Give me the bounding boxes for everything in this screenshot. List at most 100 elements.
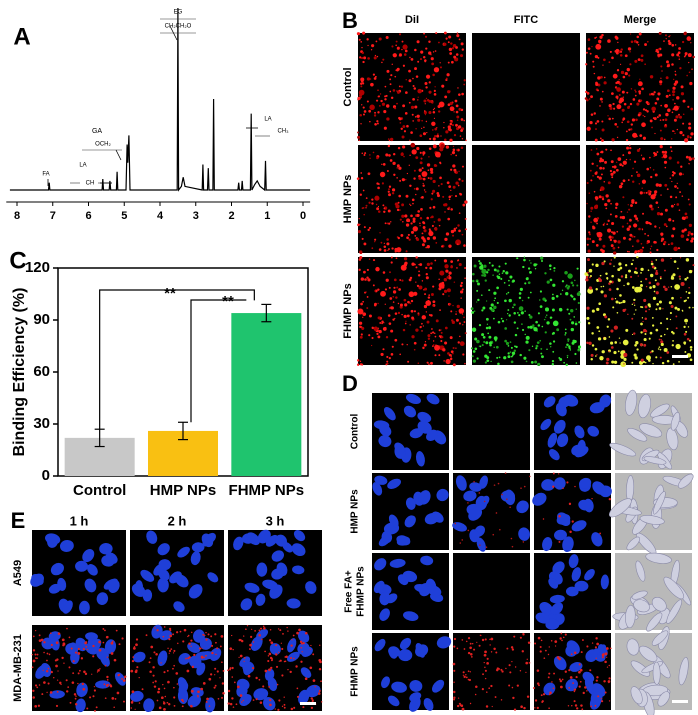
fluorescence-dot: [519, 670, 522, 672]
fluorescence-dot: [525, 671, 527, 673]
fluorescence-dot: [591, 332, 594, 335]
fluorescence-dot: [574, 352, 577, 356]
fluorescence-dot: [609, 169, 613, 173]
fluorescence-dot: [464, 332, 467, 335]
fluorescence-dot: [392, 301, 395, 303]
annotation-arrow: [115, 149, 122, 161]
fluorescence-dot: [439, 309, 441, 312]
cell-outline: [638, 645, 658, 662]
fluorescence-dot: [279, 659, 282, 662]
fluorescence-dot: [389, 90, 392, 93]
fluorescence-dot: [656, 50, 660, 54]
fluorescence-dot: [275, 644, 278, 647]
fluorescence-dot: [481, 309, 484, 312]
fluorescence-dot: [481, 638, 485, 642]
fluorescence-dot: [219, 677, 221, 679]
fluorescence-dot: [413, 169, 416, 172]
fluorescence-dot: [317, 692, 321, 695]
fluorescence-dot: [362, 316, 364, 318]
fluorescence-dot: [581, 708, 584, 711]
fluorescence-dot: [370, 344, 373, 347]
fluorescence-dot: [678, 360, 680, 363]
fluorescence-dot: [686, 238, 689, 242]
fluorescence-dot: [662, 152, 665, 155]
fluorescence-dot: [590, 113, 594, 116]
fluorescence-dot: [104, 697, 107, 700]
fluorescence-dot: [634, 59, 638, 63]
fluorescence-dot: [377, 330, 379, 332]
fluorescence-dot: [361, 46, 363, 49]
fluorescence-dot: [489, 638, 491, 641]
fluorescence-dot: [455, 104, 459, 108]
fluorescence-dot: [607, 181, 611, 185]
fluorescence-dot: [440, 182, 443, 186]
fluorescence-dot: [669, 318, 672, 321]
fluorescence-dot: [377, 205, 380, 208]
fluorescence-dot: [644, 233, 646, 235]
fluorescence-dot: [579, 668, 583, 672]
fluorescence-dot: [374, 122, 377, 126]
fluorescence-dot: [495, 345, 499, 349]
fluorescence-dot: [673, 130, 675, 132]
fluorescence-dot: [216, 670, 219, 673]
fluorescence-dot: [436, 194, 440, 198]
fluorescence-dot: [593, 217, 599, 223]
fluorescence-dot: [480, 634, 482, 637]
nucleus: [423, 697, 434, 711]
fluorescence-dot: [382, 163, 386, 166]
fluorescence-dot: [467, 637, 471, 640]
fluorescence-dot: [500, 668, 503, 671]
fluorescence-dot: [55, 664, 58, 668]
fluorescence-dot: [576, 707, 579, 710]
fluorescence-dot: [460, 42, 464, 46]
fluorescence-dot: [616, 104, 622, 110]
fluorescence-dot: [486, 356, 490, 360]
nucleus: [177, 546, 190, 558]
fluorescence-dot: [373, 114, 377, 117]
fluorescence-dot: [520, 487, 522, 489]
fluorescence-dot: [445, 232, 450, 236]
fluorescence-dot: [512, 279, 515, 283]
fluorescence-dot: [114, 698, 117, 700]
fluorescence-dot: [361, 207, 364, 210]
fluorescence-dot: [510, 537, 513, 540]
fluorescence-dot: [656, 97, 660, 101]
fluorescence-dot: [98, 648, 102, 652]
fluorescence-dot: [609, 647, 612, 650]
fluorescence-dot: [607, 228, 612, 233]
annotation: CH₃: [277, 129, 289, 135]
fluorescence-dot: [397, 146, 401, 150]
fluorescence-dot: [409, 324, 411, 326]
fluorescence-dot: [595, 288, 598, 291]
fluorescence-dot: [526, 277, 529, 279]
fluorescence-dot: [649, 286, 652, 289]
fluorescence-dot: [513, 349, 517, 352]
fluorescence-dot: [296, 695, 299, 698]
fluorescence-dot: [130, 707, 133, 709]
fluorescence-dot: [57, 670, 59, 672]
nucleus: [75, 637, 88, 652]
nucleus: [543, 396, 556, 408]
fluorescence-dot: [507, 355, 511, 359]
fluorescence-dot: [689, 136, 692, 139]
fluorescence-dot: [374, 54, 377, 57]
fluorescence-dot: [498, 356, 501, 359]
fluorescence-dot: [635, 341, 639, 345]
fluorescence-dot: [243, 660, 245, 662]
fluorescence-dot: [539, 650, 542, 653]
nucleus: [101, 555, 115, 567]
fluorescence-dot: [153, 651, 156, 654]
fluorescence-dot: [626, 91, 629, 94]
fluorescence-dot: [450, 260, 454, 263]
fluorescence-dot: [508, 314, 511, 317]
fluorescence-dot: [117, 673, 120, 677]
fluorescence-dot: [633, 332, 636, 335]
fluorescence-dot: [420, 157, 422, 159]
fluorescence-dot: [441, 281, 445, 285]
fluorescence-dot: [518, 314, 521, 317]
fluorescence-dot: [544, 331, 547, 334]
fluorescence-dot: [474, 347, 478, 351]
fluorescence-dot: [660, 65, 663, 68]
fluorescence-dot: [149, 670, 152, 674]
fluorescence-dot: [553, 269, 556, 272]
